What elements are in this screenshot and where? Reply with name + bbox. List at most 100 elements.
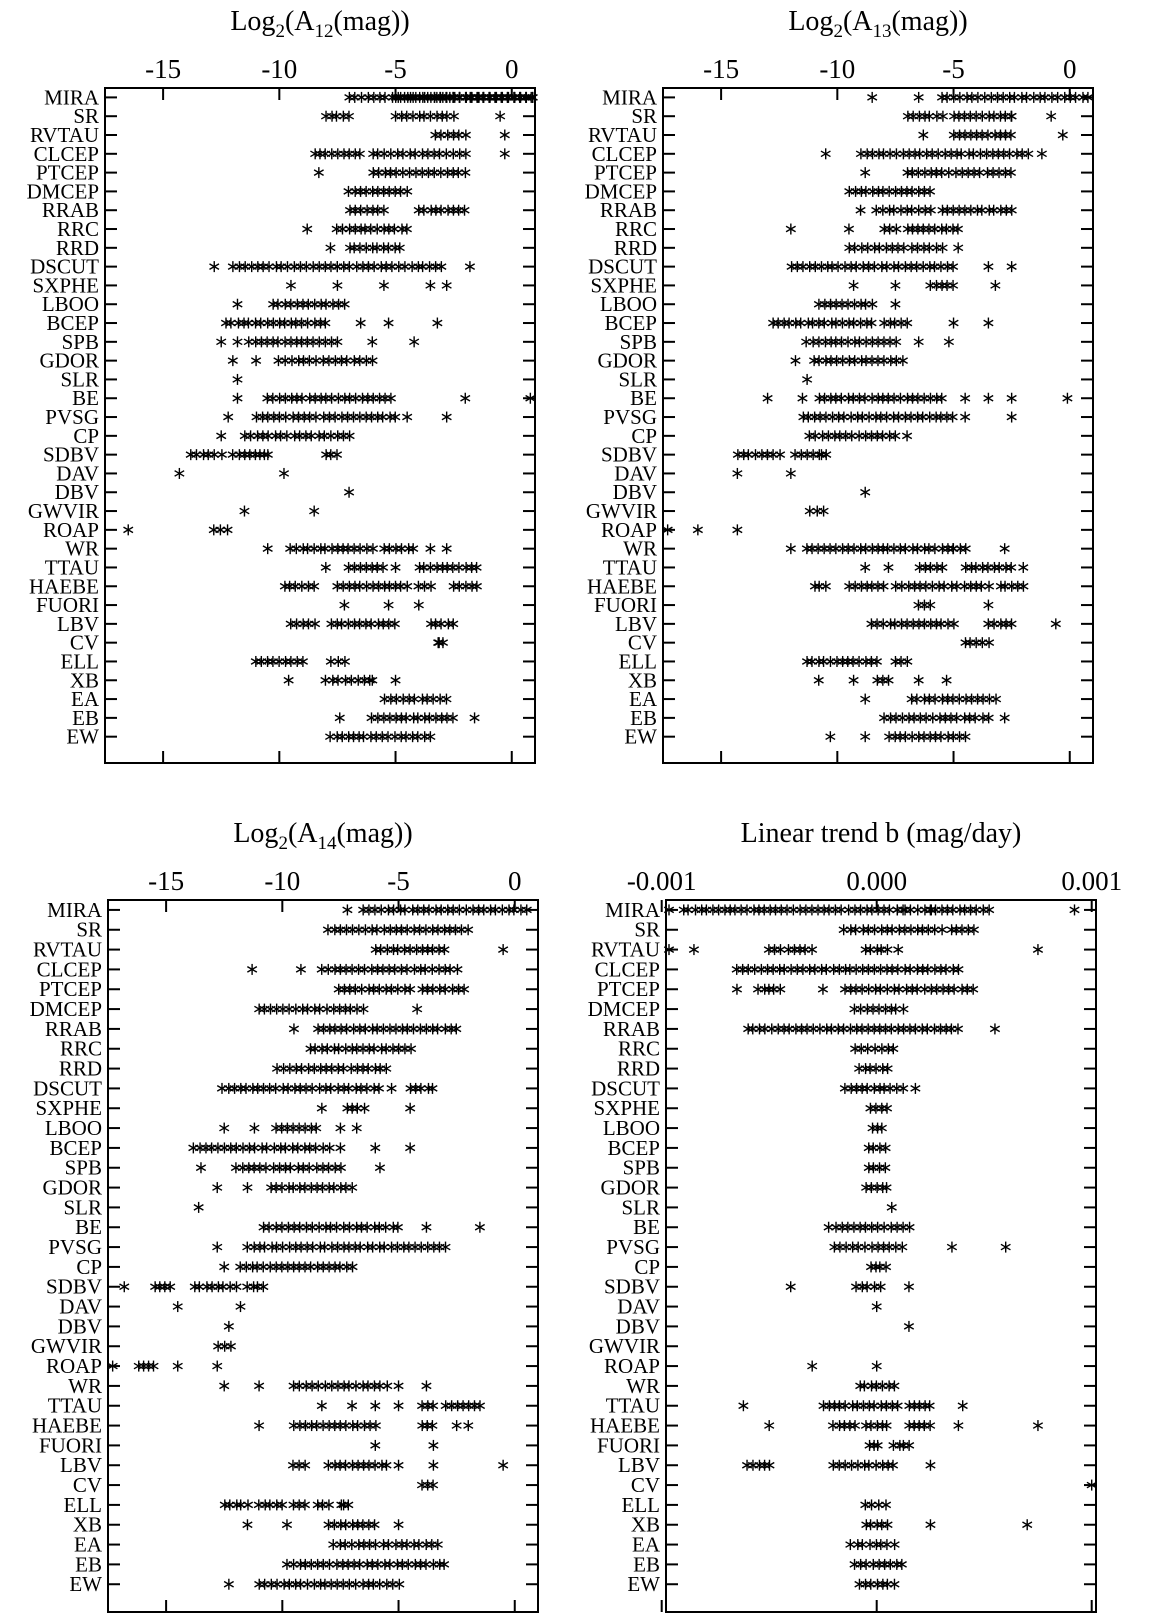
data-point [856, 242, 867, 254]
data-point [216, 449, 228, 461]
data-point [912, 924, 923, 936]
y-class-label: EB [630, 706, 657, 730]
data-point [441, 411, 452, 423]
data-point [237, 1162, 248, 1174]
data-point [317, 1182, 328, 1194]
data-point [937, 983, 949, 995]
data-point [435, 167, 446, 179]
data-point [359, 1102, 370, 1114]
data-point [842, 655, 853, 667]
data-point [320, 674, 331, 686]
data-point [338, 110, 349, 122]
data-point [363, 1578, 374, 1590]
data-point [367, 1241, 378, 1253]
y-class-label: SR [76, 918, 102, 942]
y-class-label: SPB [62, 330, 99, 354]
data-point [955, 543, 966, 555]
data-point [370, 1400, 381, 1412]
y-class-label: TTAU [603, 555, 657, 579]
data-point [280, 355, 291, 367]
y-class-label: GDOR [600, 1176, 660, 1200]
data-point [304, 392, 315, 404]
data-point [866, 430, 877, 442]
data-point [882, 983, 893, 995]
data-point [340, 1420, 351, 1432]
data-point [312, 1558, 323, 1570]
data-point [357, 1578, 369, 1590]
data-point [887, 1400, 898, 1412]
y-class-label: DBV [58, 1314, 102, 1338]
data-point [855, 1558, 866, 1570]
data-point [428, 1241, 439, 1253]
data-point [299, 1182, 311, 1194]
data-point [849, 1420, 861, 1432]
data-point [212, 1241, 223, 1253]
data-point [905, 411, 917, 423]
data-point [942, 904, 953, 916]
data-point [370, 1439, 381, 1451]
data-point [803, 411, 814, 423]
data-point [327, 674, 338, 686]
data-point [1000, 129, 1011, 141]
y-class-label: DBV [616, 1314, 660, 1338]
data-point [389, 963, 400, 975]
data-point [469, 712, 480, 724]
data-point [838, 1023, 849, 1035]
y-class-label: BCEP [607, 1136, 660, 1160]
data-point [328, 1539, 339, 1551]
data-point [253, 1380, 265, 1392]
y-class-label: CV [70, 631, 99, 655]
data-point [998, 91, 1009, 103]
data-point [427, 983, 438, 995]
data-point [397, 1023, 408, 1035]
data-point [910, 1082, 921, 1094]
data-point [378, 242, 389, 254]
data-point [925, 561, 936, 573]
data-point [819, 543, 830, 555]
data-point [925, 904, 936, 916]
data-point [419, 580, 430, 592]
data-point [430, 712, 442, 724]
data-point [924, 693, 935, 705]
data-point [900, 963, 911, 975]
data-point [353, 963, 364, 975]
data-point [320, 317, 331, 329]
data-point [901, 430, 913, 442]
data-point [890, 580, 901, 592]
data-point [1000, 167, 1011, 179]
data-point [863, 1162, 874, 1174]
data-point [423, 1082, 434, 1094]
data-point [888, 1043, 899, 1055]
data-point [824, 543, 836, 555]
chart-title: Linear trend b (mag/day) [741, 818, 1022, 849]
y-class-label: BCEP [604, 311, 657, 335]
data-point [850, 185, 861, 197]
data-point [912, 904, 923, 916]
data-point [363, 91, 374, 103]
data-point [318, 1558, 329, 1570]
data-point [786, 261, 797, 273]
data-point [315, 317, 326, 329]
y-class-label: GWVIR [28, 499, 99, 523]
data-point [342, 411, 353, 423]
plot-frame [662, 87, 1094, 764]
data-point [948, 963, 959, 975]
data-point [827, 1420, 839, 1432]
data-point [231, 1142, 242, 1154]
data-point [924, 261, 935, 273]
data-point [947, 543, 959, 555]
data-point [876, 1400, 887, 1412]
data-point [816, 261, 827, 273]
data-point [369, 904, 381, 916]
y-class-label: ELL [64, 1493, 102, 1517]
data-point [364, 1539, 375, 1551]
data-point [929, 963, 941, 975]
data-point [872, 1519, 883, 1531]
data-point [874, 242, 885, 254]
data-point [219, 1122, 230, 1134]
data-point [992, 91, 1003, 103]
data-point [288, 1558, 299, 1570]
data-point [335, 1182, 346, 1194]
data-point [902, 223, 913, 235]
data-point [948, 983, 960, 995]
